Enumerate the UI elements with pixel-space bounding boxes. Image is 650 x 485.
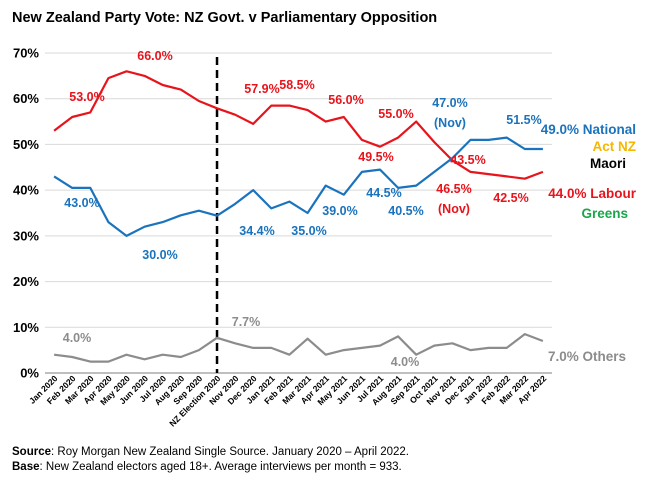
legend-entry: Maori [590,156,626,171]
data-label: 55.0% [378,107,413,121]
footer-source: Source: Roy Morgan New Zealand Single So… [12,446,409,458]
y-tick-label: 60% [13,91,39,106]
data-label: 42.5% [493,191,528,205]
data-label: 66.0% [137,49,172,63]
series-lines [53,70,544,363]
data-labels: 53.0% 66.0% 57.9% 58.5% 56.0% 55.0% 49.5% 46.5%… [63,49,542,369]
base-label: Base [12,461,40,473]
data-label: 53.0% [69,90,104,104]
data-label: 34.4% [239,224,274,238]
data-label: 39.0% [322,204,357,218]
data-label: 43.0% [64,196,99,210]
data-label: 40.5% [388,204,423,218]
legend: 49.0% National Act NZ Maori 44.0% Labour Gre… [541,122,637,364]
y-tick-label: 50% [13,137,39,152]
series-line-govt [53,70,544,180]
data-label: 57.9% [244,82,279,96]
legend-entry: 49.0% National [541,122,636,137]
legend-entry: 7.0% Others [548,349,626,364]
data-label: (Nov) [438,202,470,216]
footer-base: Base: New Zealand electors aged 18+. Ave… [12,461,402,473]
chart-title: New Zealand Party Vote: NZ Govt. v Parli… [12,10,438,26]
data-label: 44.5% [366,186,401,200]
y-tick-label: 0% [20,366,39,381]
y-tick-label: 70% [13,46,39,61]
y-tick-label: 30% [13,228,39,243]
y-tick-label: 20% [13,274,39,289]
data-label: 46.5% [436,182,471,196]
data-label: 4.0% [391,355,420,369]
data-label: 35.0% [291,224,326,238]
source-text: : Roy Morgan New Zealand Single Source. … [51,446,409,458]
source-label: Source [12,446,51,458]
data-label: 7.7% [232,315,261,329]
data-label: 30.0% [142,248,177,262]
legend-entry: 44.0% Labour [548,186,637,201]
gridlines [45,52,552,374]
y-axis-ticks: 0% 10% 20% 30% 40% 50% 60% 70% [13,46,39,381]
data-label: 43.5% [450,153,485,167]
series-line-opposition [53,136,543,237]
base-text: : New Zealand electors aged 18+. Average… [39,461,402,473]
data-label: 4.0% [63,331,92,345]
data-label: 47.0% [432,96,467,110]
data-label: 49.5% [358,150,393,164]
legend-entry: Act NZ [593,139,637,154]
legend-entry: Greens [581,206,628,221]
y-tick-label: 10% [13,320,39,335]
series-line-others [53,333,544,363]
data-label: 56.0% [328,93,363,107]
y-tick-label: 40% [13,183,39,198]
data-label: (Nov) [434,116,466,130]
data-label: 58.5% [279,78,314,92]
data-label: 51.5% [506,113,541,127]
